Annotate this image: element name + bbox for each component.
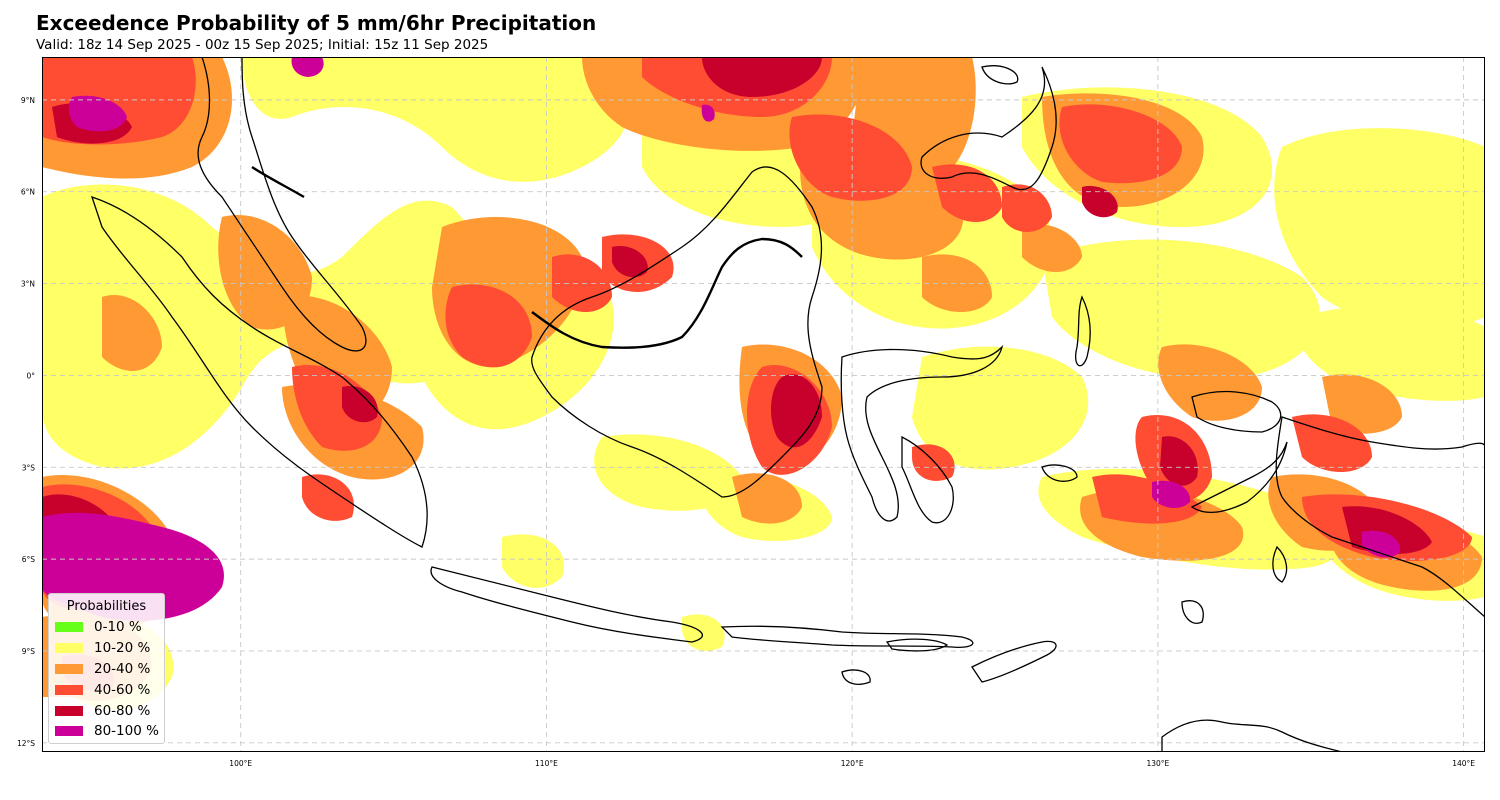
latitude-tick-label: 9°S: [22, 647, 36, 656]
malay-peninsula-coast: [197, 57, 367, 352]
seram-coast: [1191, 390, 1282, 433]
longitude-tick-label: 110°E: [535, 759, 558, 768]
legend-swatch: [55, 663, 83, 674]
lesser-sunda-coast: [720, 625, 974, 648]
legend-swatch: [55, 643, 83, 654]
legend-label: 60-80 %: [94, 702, 151, 719]
latitude-tick-label: 12°S: [17, 739, 35, 748]
sulawesi-southeast-arm: [901, 435, 954, 524]
legend-item: 10-20 %: [49, 638, 164, 659]
longitude-tick-label: 140°E: [1452, 759, 1475, 768]
longitude-tick-label: 120°E: [841, 759, 864, 768]
flores-coast: [885, 638, 949, 652]
sumba-coast: [841, 669, 871, 685]
latitude-tick-label: 9°N: [21, 96, 35, 105]
legend-items: 0-10 % 10-20 % 20-40 % 40-60 % 60-80 % 80-100…: [49, 617, 164, 742]
australia-north-coast: [1161, 719, 1343, 752]
timor-coast: [971, 640, 1057, 683]
sulawesi-coast: [840, 344, 1004, 522]
legend-item: 0-10 %: [49, 617, 164, 638]
latitude-tick-label: 3°S: [22, 463, 36, 472]
halmahera-coast: [1075, 295, 1091, 367]
buru-coast: [1041, 464, 1078, 482]
legend-label: 40-60 %: [94, 681, 151, 698]
sumatra-border-north: [251, 166, 305, 199]
sumatra-coast: [90, 195, 428, 548]
legend-swatch: [55, 705, 83, 716]
latitude-labels: 9°N 6°N 3°N 0° 3°S 6°S 9°S 12°S: [17, 96, 35, 748]
legend-item: 80-100 %: [49, 721, 164, 742]
latitude-tick-label: 6°N: [21, 188, 35, 197]
borneo-coast: [531, 166, 823, 498]
philippines-mindanao-coast: [920, 66, 1057, 191]
new-guinea-coast: [1275, 416, 1485, 618]
latitude-tick-label: 6°S: [22, 555, 36, 564]
longitude-labels: 100°E 110°E 120°E 130°E 140°E: [229, 759, 1475, 768]
legend: Probabilities 0-10 % 10-20 % 20-40 % 40-60 …: [48, 593, 165, 744]
probability-field: [42, 57, 1485, 711]
new-guinea-bird-head: [1190, 441, 1288, 514]
legend-label: 20-40 %: [94, 660, 151, 677]
longitude-tick-label: 100°E: [229, 759, 252, 768]
legend-item: 40-60 %: [49, 679, 164, 700]
legend-label: 80-100 %: [94, 723, 159, 740]
borneo-borders: [531, 237, 803, 349]
longitude-tick-label: 130°E: [1146, 759, 1169, 768]
legend-swatch: [55, 684, 83, 695]
tanimbar-coast: [1181, 600, 1204, 624]
legend-item: 60-80 %: [49, 700, 164, 721]
page-subtitle: Valid: 18z 14 Sep 2025 - 00z 15 Sep 2025…: [36, 37, 489, 53]
legend-label: 0-10 %: [94, 619, 142, 636]
legend-swatch: [55, 622, 83, 633]
legend-title: Probabilities: [66, 599, 147, 614]
map-panel: [42, 57, 1485, 752]
page-title: Exceedence Probability of 5 mm/6hr Preci…: [36, 11, 597, 35]
aru-islands-coast: [1272, 545, 1288, 583]
map-frame-border: [42, 57, 1485, 752]
legend-swatch: [55, 726, 83, 737]
latitude-tick-label: 3°N: [21, 280, 35, 289]
philippines-visayas-coast: [981, 65, 1019, 85]
legend-item: 20-40 %: [49, 659, 164, 680]
legend-label: 10-20 %: [94, 640, 151, 657]
coastlines: [90, 57, 1485, 752]
java-coast: [430, 566, 704, 643]
map-gridlines: [42, 57, 1485, 752]
latitude-tick-label: 0°: [26, 371, 35, 380]
